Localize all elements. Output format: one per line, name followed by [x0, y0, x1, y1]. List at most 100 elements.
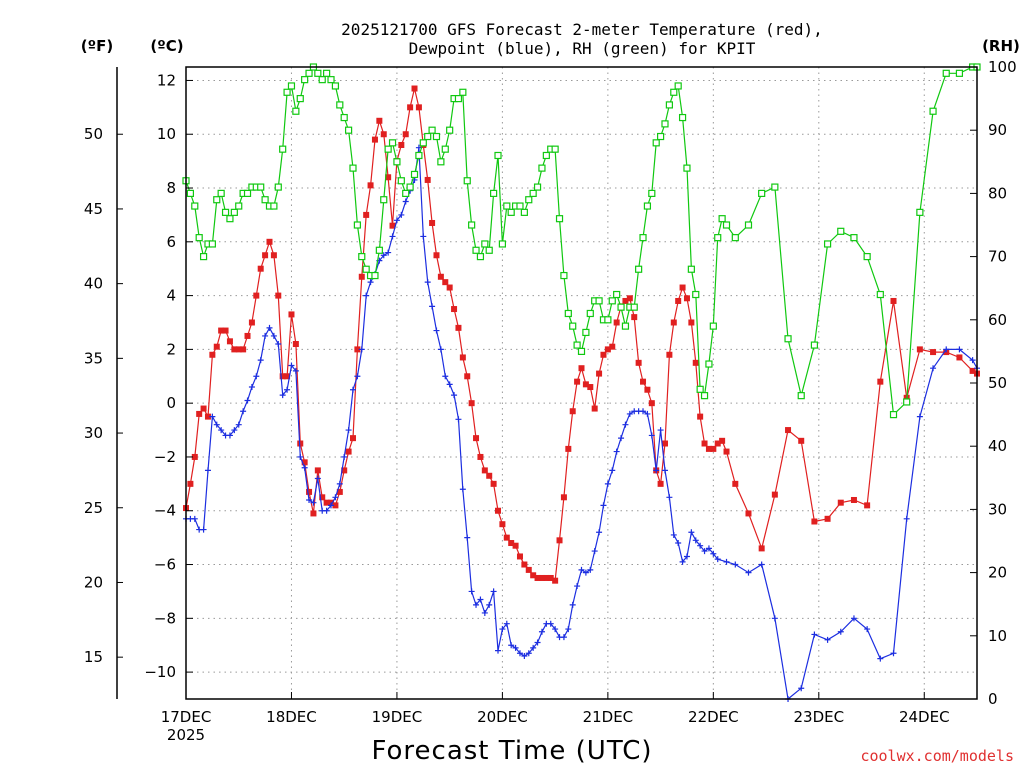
dewpoint-marker: [270, 332, 277, 339]
temperature-marker: [473, 435, 480, 442]
dewpoint-marker: [969, 357, 976, 364]
temperature-marker: [661, 440, 668, 447]
dewpoint-marker: [697, 542, 704, 549]
temperature-marker: [235, 346, 242, 353]
rh-marker: [582, 328, 590, 337]
rh-marker: [863, 253, 871, 261]
temperature-marker: [442, 279, 449, 286]
dewpoint-marker: [692, 537, 699, 544]
dewpoint-marker: [257, 357, 264, 364]
dewpoint-marker: [301, 464, 308, 471]
dewpoint-marker: [191, 515, 198, 522]
rh-marker: [507, 208, 515, 216]
temperature-marker: [609, 343, 616, 350]
dewpoint-marker: [705, 545, 712, 552]
rh-marker: [797, 392, 805, 400]
temperature-marker: [486, 472, 493, 479]
rh-marker: [577, 347, 586, 355]
rh-marker: [810, 341, 819, 349]
rh-marker: [415, 151, 423, 160]
dewpoint-marker: [701, 548, 708, 555]
rh-marker: [340, 113, 348, 122]
temperature-marker: [956, 354, 963, 361]
dewpoint-marker: [477, 596, 484, 603]
temperature-marker: [890, 297, 897, 304]
dewpoint-marker: [508, 642, 515, 649]
rh-marker: [771, 183, 779, 191]
rh-tick-label: 30: [988, 500, 1007, 518]
temperature-marker: [385, 174, 392, 181]
rh-marker: [186, 189, 194, 197]
rh-marker: [850, 234, 858, 242]
celsius-unit-label: (ºC): [150, 37, 183, 55]
celsius-tick-label: −4: [154, 502, 176, 520]
rh-marker: [516, 202, 524, 210]
site-credit: coolwx.com/models: [860, 747, 1014, 765]
temperature-marker: [284, 373, 291, 380]
rh-marker: [683, 164, 691, 172]
rh-marker: [630, 303, 638, 311]
dewpoint-marker: [244, 397, 251, 404]
dewpoint-marker: [521, 652, 528, 659]
temperature-marker: [824, 515, 831, 522]
temperature-marker: [341, 467, 348, 474]
rh-marker: [661, 120, 669, 128]
rh-tick-label: 80: [988, 184, 1007, 202]
dewpoint-marker: [877, 655, 884, 662]
temperature-marker: [591, 405, 598, 412]
dewpoint-marker: [490, 588, 497, 595]
rh-marker: [301, 76, 309, 84]
dewpoint-marker: [679, 558, 686, 565]
dewpoint-marker: [455, 416, 462, 423]
rh-marker: [437, 158, 445, 166]
rh-marker: [454, 94, 463, 103]
dewpoint-marker: [393, 217, 400, 224]
dewpoint-marker: [209, 413, 216, 420]
dewpoint-marker: [930, 365, 937, 372]
temperature-marker: [683, 295, 690, 302]
temperature-marker: [508, 540, 515, 547]
rh-tick-label: 100: [988, 58, 1017, 76]
temperature-marker: [226, 338, 233, 345]
rh-marker: [490, 189, 498, 197]
rh-marker: [648, 189, 656, 197]
celsius-tick-label: −6: [154, 556, 176, 574]
chart-title-line-1: 2025121700 GFS Forecast 2-meter Temperat…: [341, 20, 823, 39]
temperature-marker: [332, 502, 339, 509]
dewpoint-marker: [661, 467, 668, 474]
dewpoint-marker: [473, 601, 480, 608]
dewpoint-marker: [503, 620, 510, 627]
rh-marker: [208, 240, 216, 248]
temperature-marker: [648, 400, 655, 407]
temperature-marker: [657, 480, 664, 487]
temperature-marker: [266, 238, 273, 245]
rh-marker: [221, 208, 230, 216]
rh-marker: [555, 215, 564, 223]
fahrenheit-tick-label: 20: [84, 573, 103, 591]
temperature-marker: [209, 351, 216, 358]
dewpoint-marker: [596, 529, 603, 536]
fahrenheit-tick-label: 15: [84, 648, 103, 666]
rh-marker: [243, 189, 252, 197]
dewpoint-marker: [284, 386, 291, 393]
rh-marker: [279, 145, 287, 153]
dewpoint-marker: [314, 475, 321, 482]
rh-marker: [573, 341, 581, 349]
rh-tick-label: 60: [988, 311, 1007, 329]
x-tick-label: 19DEC: [372, 708, 423, 726]
dewpoint-marker: [398, 211, 405, 218]
rh-marker: [305, 69, 313, 77]
temperature-marker: [415, 104, 422, 111]
temperature-marker: [811, 518, 818, 525]
rh-marker: [230, 208, 238, 216]
temperature-marker: [306, 488, 313, 495]
temperature-marker: [785, 427, 792, 434]
rh-marker: [283, 88, 291, 96]
temperature-marker: [969, 367, 976, 374]
chart-title-line-2: Dewpoint (blue), RH (green) for KPIT: [409, 39, 756, 58]
temperature-marker: [837, 499, 844, 506]
temperature-marker: [288, 311, 295, 318]
x-tick-label: 24DEC: [899, 708, 950, 726]
celsius-tick-label: 12: [157, 71, 176, 89]
rh-marker: [929, 107, 937, 115]
